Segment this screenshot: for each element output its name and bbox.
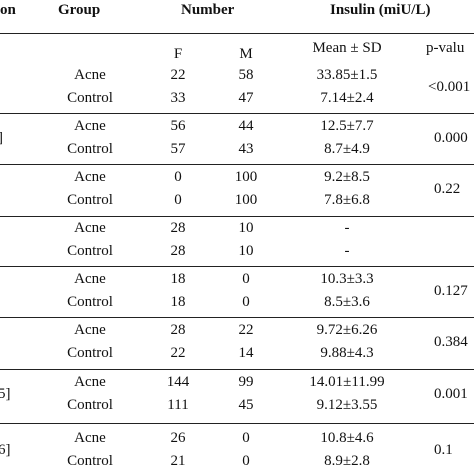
cell-group: Acne bbox=[74, 169, 106, 185]
cell-mean-sd: 7.14±2.4 bbox=[320, 90, 374, 106]
row-divider bbox=[0, 216, 474, 217]
cell-male: 47 bbox=[238, 90, 254, 106]
cell-mean-sd: 8.7±4.9 bbox=[324, 141, 370, 157]
cell-group: Control bbox=[67, 453, 113, 469]
cell-female: 56 bbox=[170, 118, 186, 134]
cell-mean-sd: 14.01±11.99 bbox=[309, 374, 385, 390]
cell-p-value: 0.22 bbox=[434, 181, 461, 197]
cell-male: 58 bbox=[238, 67, 254, 83]
cell-group: Acne bbox=[74, 430, 106, 446]
cell-group: Control bbox=[67, 192, 113, 208]
cell-male: 43 bbox=[238, 141, 254, 157]
cell-mean-sd: 8.9±2.8 bbox=[324, 453, 370, 469]
cell-male: 10 bbox=[238, 220, 254, 236]
header-insulin: Insulin (miU/L) bbox=[330, 2, 431, 18]
cell-female: 28 bbox=[170, 322, 186, 338]
row-divider bbox=[0, 113, 474, 114]
cell-mean-sd: 12.5±7.7 bbox=[320, 118, 374, 134]
subheader-mean-sd: Mean ± SD bbox=[312, 40, 382, 56]
cell-female: 111 bbox=[167, 397, 189, 413]
cell-female: 18 bbox=[170, 271, 186, 287]
cell-mean-sd: 9.88±4.3 bbox=[320, 345, 374, 361]
cell-male: 100 bbox=[234, 192, 258, 208]
cell-female: 144 bbox=[166, 374, 190, 390]
cell-mean-sd: 8.5±3.6 bbox=[324, 294, 370, 310]
cell-female: 18 bbox=[170, 294, 186, 310]
cell-female: 28 bbox=[170, 243, 186, 259]
cell-female: 0 bbox=[174, 169, 182, 185]
cell-male: 0 bbox=[242, 430, 250, 446]
cell-mean-sd: 10.3±3.3 bbox=[320, 271, 374, 287]
cell-female: 22 bbox=[170, 345, 186, 361]
subheader-m: M bbox=[239, 46, 253, 62]
cell-group: Acne bbox=[74, 271, 106, 287]
header-study: on bbox=[0, 2, 16, 18]
row-divider bbox=[0, 423, 474, 424]
cell-male: 100 bbox=[234, 169, 258, 185]
row-divider bbox=[0, 164, 474, 165]
header-rule bbox=[0, 33, 474, 34]
cell-group: Control bbox=[67, 243, 113, 259]
cell-mean-sd: 33.85±1.5 bbox=[316, 67, 378, 83]
cell-group: Acne bbox=[74, 118, 106, 134]
cell-female: 57 bbox=[170, 141, 186, 157]
cell-male: 99 bbox=[238, 374, 254, 390]
header-number: Number bbox=[181, 2, 235, 18]
cell-group: Acne bbox=[74, 67, 106, 83]
cell-mean-sd: 7.8±6.8 bbox=[324, 192, 370, 208]
cell-male: 0 bbox=[242, 271, 250, 287]
cell-mean-sd: 9.2±8.5 bbox=[324, 169, 370, 185]
cell-group: Control bbox=[67, 345, 113, 361]
cell-p-value: 0.000 bbox=[434, 130, 468, 146]
cell-male: 0 bbox=[242, 294, 250, 310]
cell-male: 44 bbox=[238, 118, 254, 134]
subheader-p-value: p-valu bbox=[426, 40, 465, 56]
cell-male: 0 bbox=[242, 453, 250, 469]
cell-group: Acne bbox=[74, 374, 106, 390]
cell-mean-sd: - bbox=[344, 220, 350, 236]
study-label: 5] bbox=[0, 386, 11, 402]
cell-group: Control bbox=[67, 397, 113, 413]
cell-p-value: 0.384 bbox=[434, 334, 468, 350]
row-divider bbox=[0, 317, 474, 318]
cell-group: Acne bbox=[74, 322, 106, 338]
cell-female: 21 bbox=[170, 453, 186, 469]
study-label: 6] bbox=[0, 442, 11, 458]
cell-female: 0 bbox=[174, 192, 182, 208]
cell-mean-sd: 10.8±4.6 bbox=[320, 430, 374, 446]
cell-female: 26 bbox=[170, 430, 186, 446]
cell-mean-sd: 9.72±6.26 bbox=[316, 322, 378, 338]
subheader-f: F bbox=[173, 46, 183, 62]
cell-female: 28 bbox=[170, 220, 186, 236]
study-label: ] bbox=[0, 130, 3, 147]
cell-mean-sd: 9.12±3.55 bbox=[316, 397, 378, 413]
cell-group: Control bbox=[67, 141, 113, 157]
cell-female: 33 bbox=[170, 90, 186, 106]
cell-male: 10 bbox=[238, 243, 254, 259]
cell-group: Control bbox=[67, 90, 113, 106]
row-divider bbox=[0, 266, 474, 267]
cell-group: Acne bbox=[74, 220, 106, 236]
cell-male: 14 bbox=[238, 345, 254, 361]
cell-p-value: 0.1 bbox=[434, 442, 453, 458]
cell-male: 45 bbox=[238, 397, 254, 413]
table-header: on Group Number Insulin (miU/L) bbox=[0, 0, 474, 36]
cell-mean-sd: - bbox=[344, 243, 350, 259]
row-divider bbox=[0, 369, 474, 370]
cell-p-value: 0.001 bbox=[434, 386, 468, 402]
cell-p-value: 0.127 bbox=[434, 283, 468, 299]
header-group: Group bbox=[58, 2, 101, 18]
cell-male: 22 bbox=[238, 322, 254, 338]
cell-group: Control bbox=[67, 294, 113, 310]
cell-p-value: <0.001 bbox=[428, 79, 471, 95]
cell-female: 22 bbox=[170, 67, 186, 83]
